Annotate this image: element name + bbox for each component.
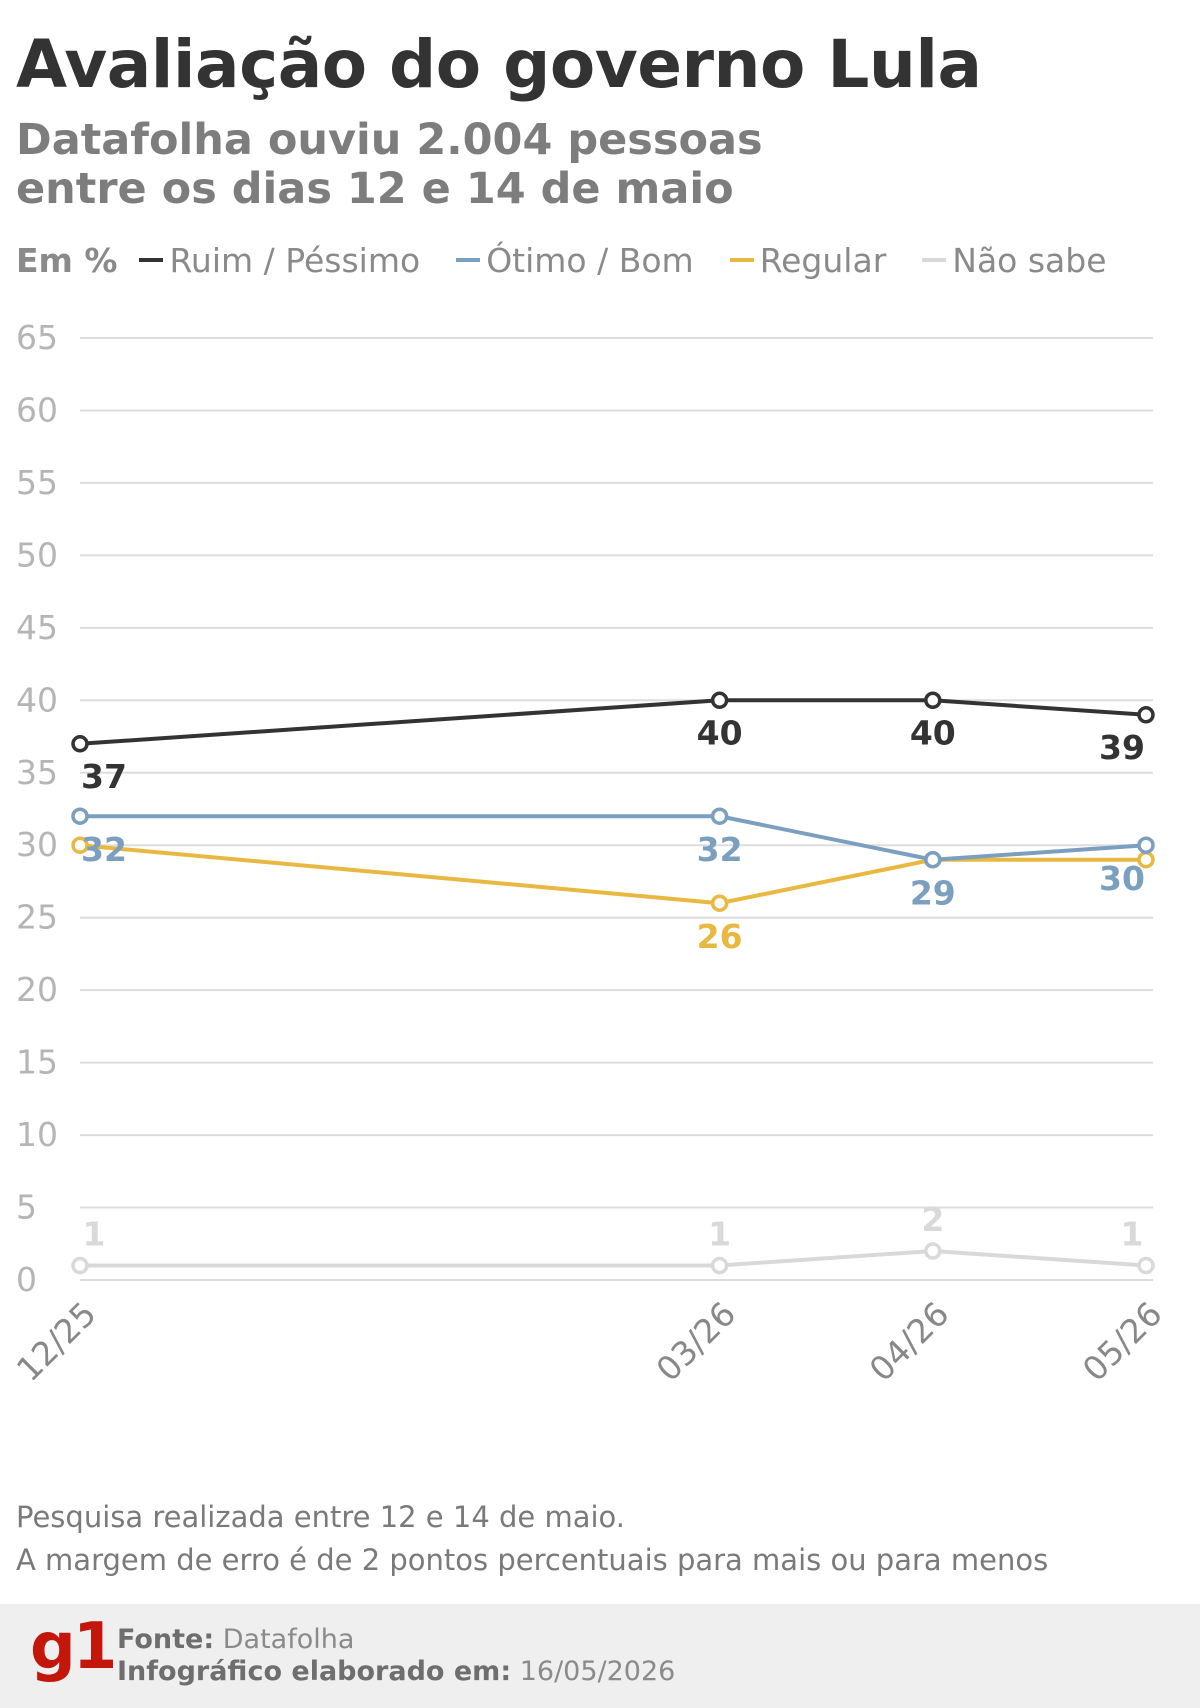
line-chart: 0 5 10 15 20 25 30 35 40 45 50 55 60 65 12/25 03/26 04/… xyxy=(9,318,1170,1389)
subtitle-line-2: entre os dias 12 e 14 de maio xyxy=(16,164,734,214)
point-nao-sabe-0 xyxy=(71,1256,89,1275)
credits: Fonte: Datafolha Infográfico elaborado e… xyxy=(117,1624,675,1688)
y-tick-label-45: 45 xyxy=(16,608,58,647)
legend-swatch-regular xyxy=(729,258,754,262)
point-ruim-pessimo-0 xyxy=(71,735,89,753)
note-survey-period: Pesquisa realizada entre 12 e 14 de maio… xyxy=(16,1500,625,1534)
source-line: Fonte: Datafolha xyxy=(117,1624,675,1656)
y-tick-label-65: 65 xyxy=(16,318,58,357)
series-line-regular xyxy=(79,843,1146,906)
data-label-nao-sabe-2: 2 xyxy=(921,1200,944,1239)
x-tick-label-04-26: 04/26 xyxy=(862,1294,957,1389)
point-otimo-bom-1 xyxy=(710,807,729,825)
date-line: Infográfico elaborado em: 16/05/2026 xyxy=(117,1656,675,1688)
data-label-nao-sabe-0: 1 xyxy=(83,1215,106,1254)
data-labels: 1 1 2 1 26 32 32 29 30 37 40 40 39 xyxy=(81,713,1145,1253)
point-otimo-bom-3 xyxy=(1137,836,1155,854)
point-otimo-bom-2 xyxy=(924,850,942,869)
data-label-ruim-pessimo-1: 40 xyxy=(697,713,743,752)
point-ruim-pessimo-3 xyxy=(1137,706,1155,724)
subtitle-line-1: Datafolha ouviu 2.004 pessoas xyxy=(16,115,763,165)
grid-lines xyxy=(80,337,1153,1281)
series-line-otimo-bom xyxy=(80,814,1147,862)
y-tick-label-50: 50 xyxy=(16,535,58,574)
series-group xyxy=(71,691,1155,1275)
x-axis: 12/25 03/26 04/26 05/26 xyxy=(9,1294,1170,1389)
point-ruim-pessimo-1 xyxy=(710,691,729,710)
x-tick-label-12-25: 12/25 xyxy=(9,1294,104,1389)
chart-notes: Pesquisa realizada entre 12 e 14 de maio… xyxy=(16,1496,1048,1582)
point-nao-sabe-2 xyxy=(924,1242,942,1260)
series-line-ruim-pessimo xyxy=(79,698,1147,746)
data-label-otimo-bom-0: 32 xyxy=(81,830,127,869)
x-tick-label-05-26: 05/26 xyxy=(1075,1294,1170,1389)
data-label-ruim-pessimo-2: 40 xyxy=(910,713,956,752)
data-label-ruim-pessimo-3: 39 xyxy=(1099,728,1145,767)
legend-swatch-nao-sabe xyxy=(922,258,947,262)
legend-item-regular: Regular xyxy=(729,240,887,280)
chart-title: Avaliação do governo Lula xyxy=(16,26,982,103)
legend-swatch-otimo-bom xyxy=(456,258,481,262)
point-regular-1 xyxy=(710,894,729,912)
y-tick-label-0: 0 xyxy=(16,1260,37,1299)
legend-label-nao-sabe: Não sabe xyxy=(952,240,1107,280)
legend-swatch-ruim-pessimo xyxy=(139,258,164,262)
x-tick-label-03-26: 03/26 xyxy=(648,1294,743,1389)
y-tick-label-25: 25 xyxy=(16,898,58,937)
y-tick-label-40: 40 xyxy=(16,680,58,719)
point-ruim-pessimo-2 xyxy=(924,691,942,710)
chart-legend: Em % Ruim / Péssimo Ótimo / Bom Regular … xyxy=(16,240,1143,280)
point-otimo-bom-0 xyxy=(71,807,89,825)
footer: g1 Fonte: Datafolha Infográfico elaborad… xyxy=(0,1604,1200,1708)
legend-label-regular: Regular xyxy=(759,240,887,280)
legend-item-otimo-bom: Ótimo / Bom xyxy=(456,241,694,280)
legend-label-otimo-bom: Ótimo / Bom xyxy=(486,240,694,280)
y-tick-label-5: 5 xyxy=(16,1188,37,1227)
unit-label: Em % xyxy=(16,240,118,280)
y-axis: 0 5 10 15 20 25 30 35 40 45 50 55 60 65 xyxy=(16,318,58,1299)
data-label-ruim-pessimo-0: 37 xyxy=(81,757,127,796)
point-nao-sabe-3 xyxy=(1137,1256,1155,1275)
y-tick-label-35: 35 xyxy=(16,753,58,792)
point-regular-0 xyxy=(71,836,89,854)
y-tick-label-10: 10 xyxy=(16,1115,58,1154)
y-tick-label-15: 15 xyxy=(16,1043,58,1082)
date-value: 16/05/2026 xyxy=(519,1656,676,1687)
date-label: Infográfico elaborado em: xyxy=(117,1656,512,1687)
source-label: Fonte: xyxy=(117,1624,215,1655)
data-label-otimo-bom-3: 30 xyxy=(1099,859,1145,898)
y-tick-label-60: 60 xyxy=(16,390,58,429)
source-value: Datafolha xyxy=(222,1624,355,1655)
data-label-regular-1: 26 xyxy=(697,917,743,956)
g1-logo: g1 xyxy=(30,1610,117,1684)
legend-item-nao-sabe: Não sabe xyxy=(922,240,1107,280)
series-line-nao-sabe xyxy=(80,1249,1147,1268)
data-label-otimo-bom-2: 29 xyxy=(910,874,956,913)
y-tick-label-20: 20 xyxy=(16,970,58,1009)
data-label-nao-sabe-1: 1 xyxy=(708,1215,731,1254)
point-nao-sabe-1 xyxy=(710,1256,729,1275)
note-margin-of-error: A margem de erro é de 2 pontos percentua… xyxy=(16,1543,1049,1577)
data-label-nao-sabe-3: 1 xyxy=(1121,1215,1144,1254)
legend-label-ruim-pessimo: Ruim / Péssimo xyxy=(169,240,421,280)
data-label-otimo-bom-1: 32 xyxy=(697,830,743,869)
y-tick-label-30: 30 xyxy=(16,825,58,864)
y-tick-label-55: 55 xyxy=(16,463,58,502)
chart-subtitle: Datafolha ouviu 2.004 pessoas entre os d… xyxy=(16,116,763,214)
legend-item-ruim-pessimo: Ruim / Péssimo xyxy=(139,241,420,280)
